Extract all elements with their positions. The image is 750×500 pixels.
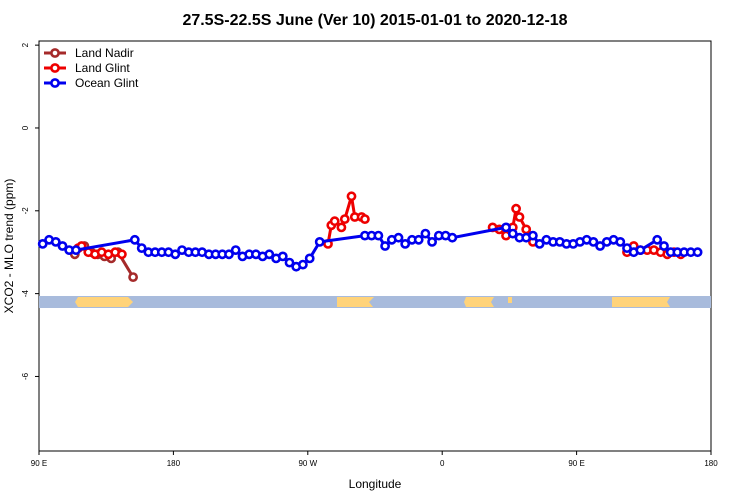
data-point <box>595 241 605 251</box>
data-point <box>635 245 646 255</box>
data-point <box>314 236 325 247</box>
legend-item: Land Glint <box>44 61 130 75</box>
data-point <box>380 241 390 251</box>
data-point <box>373 230 384 241</box>
data-point <box>528 230 538 241</box>
data-point <box>588 236 599 247</box>
x-axis: 90 E 180 90 W 0 90 E 180 <box>31 451 718 468</box>
data-point <box>277 251 288 262</box>
land-band-south-america <box>337 297 374 307</box>
data-point <box>622 243 632 253</box>
y-axis: 2 0 -2 -4 -6 <box>21 42 39 380</box>
legend-label: Ocean Glint <box>75 76 139 90</box>
x-tick-label: 90 E <box>568 459 584 468</box>
ocean-band <box>39 296 711 308</box>
land-band-australia <box>75 297 133 307</box>
data-point <box>507 228 518 239</box>
series-layer <box>37 191 703 282</box>
x-tick-label: 180 <box>167 459 181 468</box>
data-point <box>170 249 181 260</box>
data-point <box>284 257 295 268</box>
data-point <box>420 228 431 239</box>
data-point <box>37 238 48 249</box>
y-tick-label: 0 <box>21 125 30 130</box>
data-point <box>659 241 669 251</box>
data-point <box>304 253 315 264</box>
x-tick-label: 90 W <box>298 459 317 468</box>
y-tick-label: -2 <box>21 207 30 215</box>
data-point <box>400 238 411 249</box>
data-point <box>50 236 61 247</box>
data-point <box>447 232 458 243</box>
y-tick-label: -4 <box>21 290 30 298</box>
legend-item: Ocean Glint <box>44 76 139 90</box>
legend-swatch-marker <box>50 63 60 73</box>
data-point <box>329 216 340 227</box>
data-point <box>297 259 308 270</box>
series-ocean-glint <box>37 222 703 272</box>
y-tick-label: 2 <box>21 42 30 47</box>
data-point <box>230 245 241 255</box>
data-point <box>71 245 81 255</box>
chart-title: 27.5S-22.5S June (Ver 10) 2015-01-01 to … <box>182 12 567 29</box>
legend-label: Land Nadir <box>75 46 134 60</box>
data-point <box>224 249 234 260</box>
legend-swatch-marker <box>50 78 60 88</box>
data-point <box>359 214 370 224</box>
data-point <box>117 249 127 260</box>
data-point <box>692 247 703 258</box>
data-point <box>413 234 424 245</box>
data-point <box>615 236 626 247</box>
data-point <box>534 238 545 249</box>
land-ocean-band <box>39 296 711 308</box>
data-point <box>393 232 404 243</box>
y-axis-label: XCO2 - MLO trend (ppm) <box>2 179 16 314</box>
data-point <box>136 243 147 253</box>
y-tick-label: -6 <box>21 372 30 380</box>
x-tick-label: 90 E <box>31 459 47 468</box>
data-point <box>501 222 511 233</box>
data-point <box>514 212 525 222</box>
land-band-madagascar <box>508 297 512 303</box>
data-point <box>336 222 347 233</box>
legend-swatch-marker <box>50 48 60 58</box>
land-band-africa <box>464 297 494 307</box>
legend-item: Land Nadir <box>44 46 134 60</box>
data-point <box>128 272 138 282</box>
legend-label: Land Glint <box>75 61 130 75</box>
data-point <box>427 236 437 247</box>
x-axis-label: Longitude <box>349 477 402 491</box>
x-tick-label: 0 <box>440 459 445 468</box>
data-point <box>264 249 275 260</box>
data-point <box>129 234 140 245</box>
data-point <box>346 191 357 202</box>
data-point <box>521 224 532 235</box>
x-tick-label: 180 <box>704 459 718 468</box>
data-point <box>652 234 663 245</box>
data-point <box>511 203 521 214</box>
data-point <box>339 214 350 224</box>
land-band-australia-2 <box>612 297 670 307</box>
data-point <box>57 241 68 251</box>
